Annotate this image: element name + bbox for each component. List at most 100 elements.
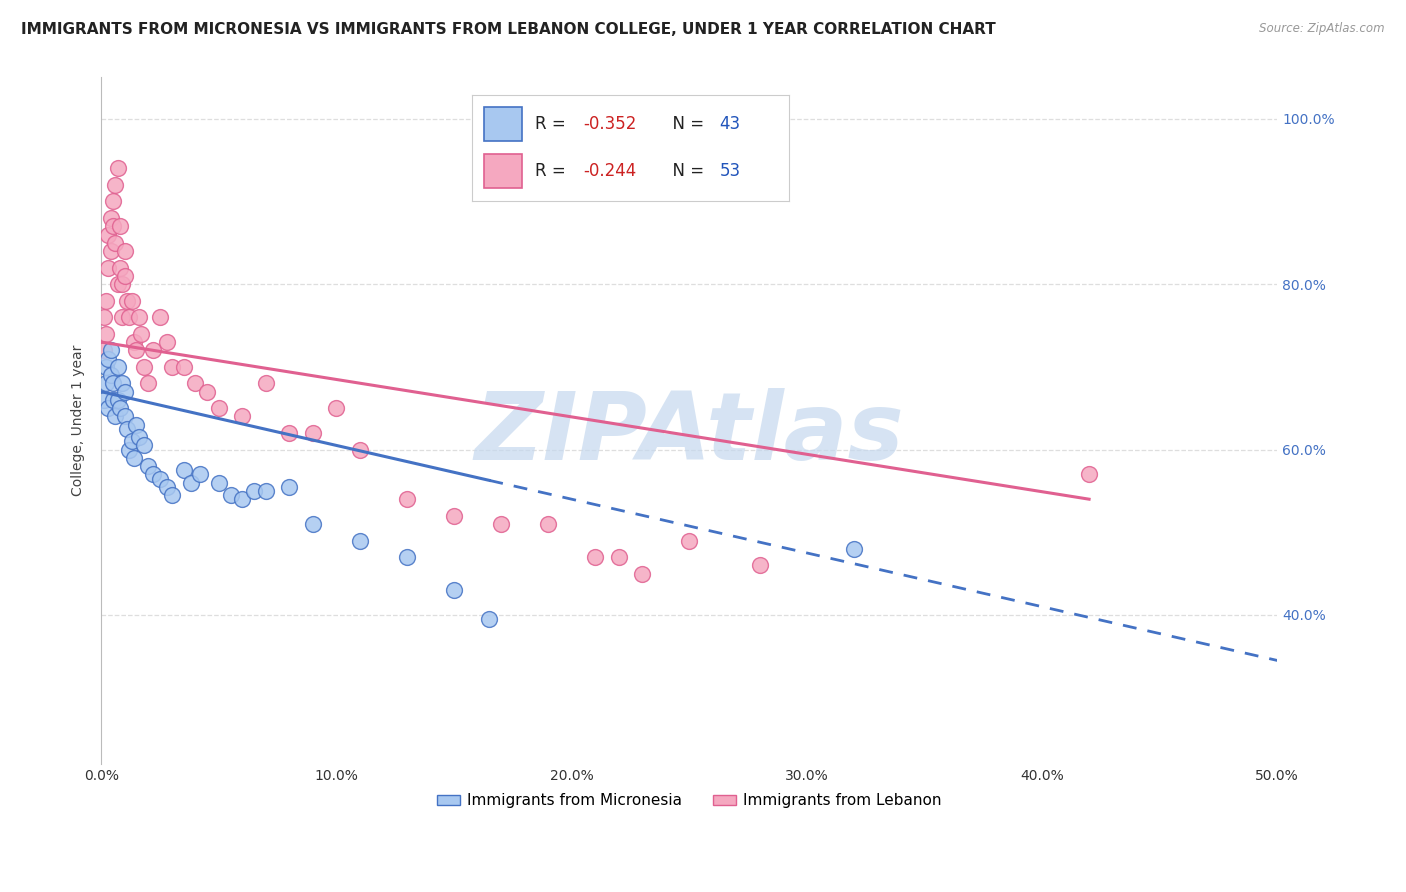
Point [104,409,127,424]
Point [278,425,301,440]
Point [160,359,183,374]
Point [842,541,865,556]
Point [537,516,560,531]
Point [395,492,418,507]
Point [231,492,253,507]
Point [349,533,371,548]
Point [254,376,277,391]
Point [208,475,231,490]
Point [142,467,165,482]
Point [111,376,134,391]
Point [128,310,150,325]
Point [489,516,512,531]
Text: IMMIGRANTS FROM MICRONESIA VS IMMIGRANTS FROM LEBANON COLLEGE, UNDER 1 YEAR CORR: IMMIGRANTS FROM MICRONESIA VS IMMIGRANTS… [21,22,995,37]
Point [121,434,143,449]
Point [107,277,129,292]
Text: Source: ZipAtlas.com: Source: ZipAtlas.com [1260,22,1385,36]
Point [94,293,117,308]
Point [748,558,770,573]
Point [142,343,165,358]
Legend: Immigrants from Micronesia, Immigrants from Lebanon: Immigrants from Micronesia, Immigrants f… [430,788,948,814]
Point [101,376,124,391]
Point [443,508,465,523]
Point [349,442,371,457]
Point [478,612,501,626]
Point [125,417,148,432]
Point [132,438,155,452]
Point [129,326,152,341]
Point [631,566,654,581]
Point [302,425,325,440]
Point [94,326,117,341]
Point [121,293,143,308]
Point [132,359,155,374]
Point [149,471,172,485]
Point [115,422,138,436]
Point [128,430,150,444]
Point [101,194,124,209]
Text: ZIPAtlas: ZIPAtlas [474,388,904,481]
Point [114,409,136,424]
Point [107,392,129,407]
Point [94,359,117,374]
Point [443,583,465,598]
Point [122,450,145,465]
Point [97,227,120,242]
Point [395,550,418,565]
Point [607,550,630,565]
Point [302,516,325,531]
Point [184,376,207,391]
Point [136,376,159,391]
Point [111,277,134,292]
Point [195,384,218,399]
Point [1078,467,1101,482]
Point [100,244,122,259]
Point [254,483,277,498]
Point [104,178,127,192]
Point [156,334,179,349]
Point [243,483,266,498]
Point [114,384,136,399]
Point [173,463,195,477]
Point [94,376,117,391]
Point [104,235,127,250]
Point [219,488,242,502]
Point [325,401,347,416]
Point [100,368,122,383]
Point [108,219,131,234]
Point [115,293,138,308]
Point [93,343,115,358]
Point [122,334,145,349]
Point [160,488,183,502]
Point [97,401,120,416]
Point [111,310,134,325]
Point [101,392,124,407]
Point [97,351,120,366]
Point [678,533,700,548]
Y-axis label: College, Under 1 year: College, Under 1 year [72,345,86,496]
Point [278,480,301,494]
Point [118,442,141,457]
Point [101,219,124,234]
Point [173,359,195,374]
Point [93,310,115,325]
Point [114,244,136,259]
Point [125,343,148,358]
Point [136,459,159,474]
Point [188,467,211,482]
Point [100,343,122,358]
Point [100,211,122,225]
Point [583,550,606,565]
Point [108,401,131,416]
Point [208,401,231,416]
Point [114,268,136,283]
Point [118,310,141,325]
Point [156,480,179,494]
Point [149,310,172,325]
Point [107,161,129,176]
Point [97,260,120,275]
Point [231,409,253,424]
Point [108,260,131,275]
Point [107,359,129,374]
Point [93,392,115,407]
